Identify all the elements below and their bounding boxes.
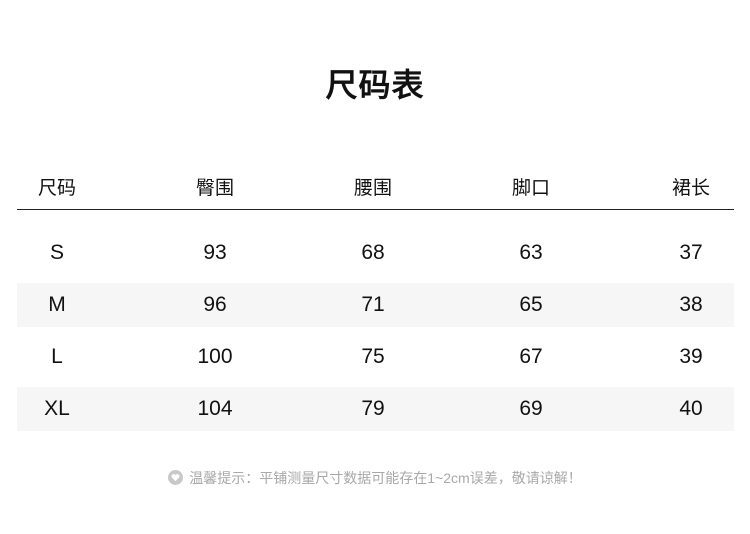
table-cell: 96: [203, 293, 227, 316]
table-row: L 100 75 67 39: [17, 335, 734, 379]
table-cell: 104: [197, 397, 233, 420]
header-cell: 尺码: [37, 178, 76, 199]
table-cell: 65: [519, 293, 543, 316]
table-cell: 75: [361, 345, 385, 368]
footnote: 温馨提示：平铺测量尺寸数据可能存在1~2cm误差，敬请谅解！: [0, 468, 750, 488]
table-cell: 37: [679, 241, 703, 264]
table-cell: 79: [361, 397, 385, 420]
table-row: XL 104 79 69 40: [17, 387, 734, 431]
table-cell: 100: [197, 345, 233, 368]
header-cell: 臀围: [195, 178, 234, 199]
table-cell: M: [48, 293, 66, 316]
header-divider: [17, 209, 734, 210]
table-cell: 93: [203, 241, 227, 264]
table-cell: 38: [679, 293, 703, 316]
table-row: M 96 71 65 38: [17, 283, 734, 327]
table-header: 尺码 臀围 腰围 脚口 裙长: [17, 167, 734, 211]
table-cell: 39: [679, 345, 703, 368]
table-row: S 93 68 63 37: [17, 231, 734, 275]
header-cell: 脚口: [511, 178, 550, 199]
header-cell: 腰围: [353, 178, 392, 199]
table-cell: XL: [44, 397, 70, 420]
footnote-text: 温馨提示：平铺测量尺寸数据可能存在1~2cm误差，敬请谅解！: [189, 470, 582, 486]
page-title: 尺码表: [325, 67, 425, 103]
heart-icon: [168, 470, 184, 485]
table-cell: 71: [361, 293, 385, 316]
table-cell: 68: [361, 241, 385, 264]
table-cell: S: [49, 241, 64, 264]
header-cell: 裙长: [671, 178, 710, 199]
table-cell: 67: [519, 345, 543, 368]
table-cell: L: [51, 345, 63, 368]
table-cell: 40: [679, 397, 703, 420]
table-cell: 69: [519, 397, 543, 420]
table-cell: 63: [519, 241, 543, 264]
